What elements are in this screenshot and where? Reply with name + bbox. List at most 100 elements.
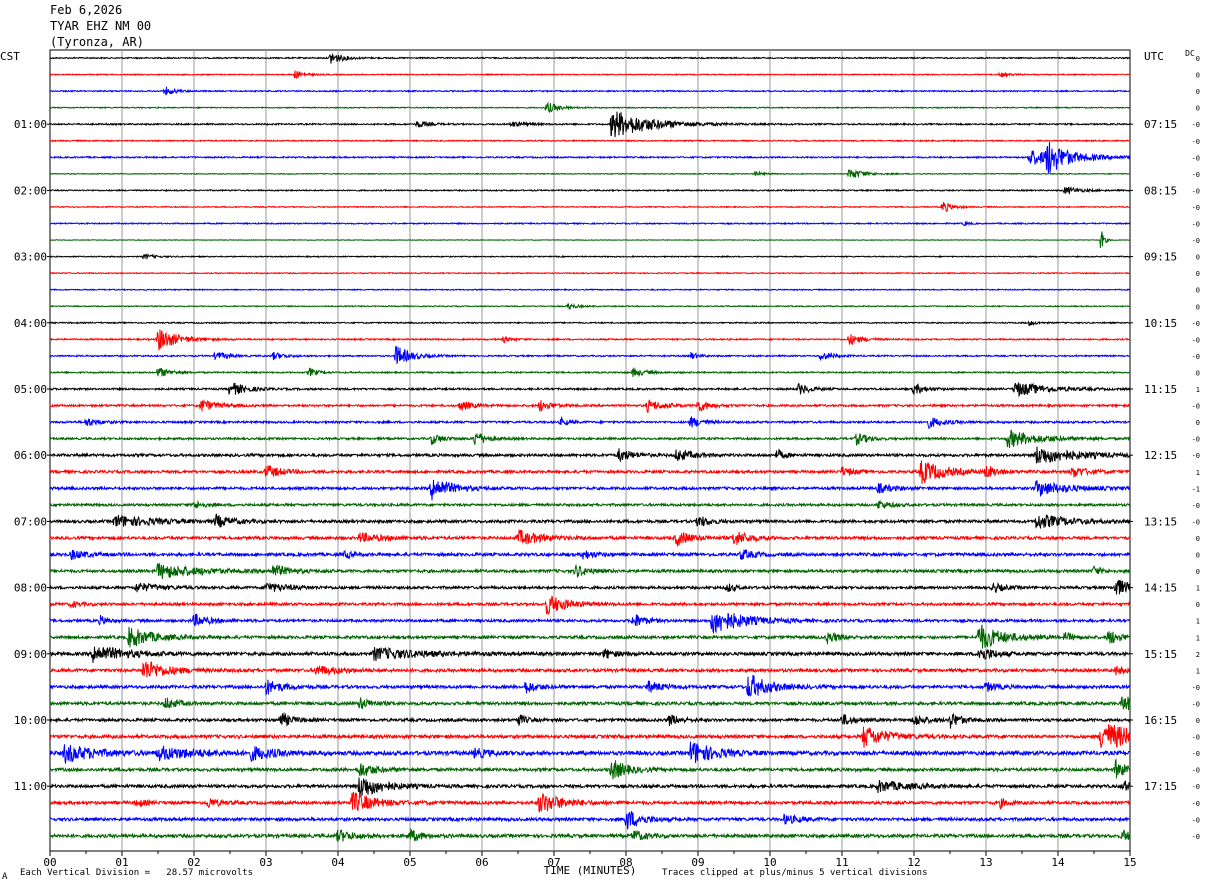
dc-offset-label: 1: [1196, 386, 1200, 394]
x-tick-label: 15: [1123, 856, 1136, 869]
dc-offset-label: -0: [1192, 518, 1200, 526]
left-hour-label: 10:00: [14, 714, 47, 727]
dc-offset-label: 0: [1196, 287, 1200, 295]
x-tick-label: 04: [331, 856, 345, 869]
seismic-trace: [49, 231, 1131, 248]
left-hour-label: 07:00: [14, 515, 47, 528]
left-hour-label: 08:00: [14, 582, 47, 595]
plot-frame: [49, 49, 1131, 852]
dc-offset-label: -0: [1192, 353, 1200, 361]
dc-offset-label: -0: [1192, 436, 1200, 444]
dc-offset-label: -0: [1192, 833, 1200, 841]
dc-offset-label: 0: [1196, 254, 1200, 262]
right-hour-label: 10:15: [1144, 317, 1177, 330]
dc-offset-label: 1: [1196, 469, 1200, 477]
dc-offset-label: -0: [1192, 800, 1200, 808]
dc-offset-label: -0: [1192, 767, 1200, 775]
dc-offset-label: -0: [1192, 237, 1200, 245]
dc-offset-label: -0: [1192, 320, 1200, 328]
dc-header: DC: [1185, 49, 1195, 58]
x-tick-label: 06: [475, 856, 488, 869]
dc-offset-label: -0: [1192, 154, 1200, 162]
left-hour-label: 09:00: [14, 648, 47, 661]
seismic-trace: [49, 562, 1131, 579]
seismic-trace: [49, 827, 1131, 842]
seismic-trace: [49, 660, 1131, 678]
chart-station: TYAR EHZ NM 00: [50, 19, 152, 33]
dc-offset-label: 0: [1196, 601, 1200, 609]
dc-offset-label: 0: [1196, 369, 1200, 377]
dc-offset-label: -0: [1192, 750, 1200, 758]
seismic-trace: [49, 580, 1131, 595]
dc-offset-label: 0: [1196, 72, 1200, 80]
dc-offset-label: 0: [1196, 419, 1200, 427]
dc-offset-label: -0: [1192, 816, 1200, 824]
seismic-trace: [49, 398, 1131, 413]
right-hour-label: 09:15: [1144, 251, 1177, 264]
seismic-trace: [49, 415, 1131, 430]
seismic-trace: [49, 185, 1131, 195]
x-tick-label: 08: [619, 856, 632, 869]
x-tick-label: 10: [763, 856, 776, 869]
dc-offset-label: 0: [1196, 105, 1200, 113]
dc-offset-label: -0: [1192, 783, 1200, 791]
seismic-trace: [49, 367, 1131, 378]
seismic-trace: [49, 138, 1130, 143]
dc-offset-label: 1: [1196, 618, 1200, 626]
dc-offset-label: 0: [1196, 270, 1200, 278]
right-hour-label: 11:15: [1144, 383, 1177, 396]
dc-offset-label: -0: [1192, 403, 1200, 411]
seismic-trace: [49, 345, 1131, 364]
dc-offset-label: -0: [1192, 171, 1200, 179]
left-hour-label: 11:00: [14, 780, 47, 793]
dc-offset-label: 2: [1196, 651, 1200, 659]
seismic-trace: [49, 288, 1131, 292]
seismic-trace: [49, 792, 1131, 813]
seismic-trace: [49, 624, 1131, 649]
dc-offset-label: -1: [1192, 485, 1200, 493]
left-hour-label: 04:00: [14, 317, 47, 330]
seismic-trace: [49, 70, 1131, 79]
dc-offset-label: -0: [1192, 700, 1200, 708]
seismic-trace: [49, 86, 1131, 96]
seismic-trace: [49, 329, 1131, 351]
dc-offset-label: -0: [1192, 336, 1200, 344]
seismic-trace: [49, 429, 1131, 448]
left-hour-label: 02:00: [14, 184, 47, 197]
dc-offset-label: -0: [1192, 734, 1200, 742]
dc-offset-label: -0: [1192, 204, 1200, 212]
x-tick-label: 09: [691, 856, 704, 869]
dc-offset-label: 1: [1196, 634, 1200, 642]
seismic-trace: [49, 724, 1131, 748]
clipping-note: Traces clipped at plus/minus 5 vertical …: [662, 868, 928, 878]
left-hour-label: 01:00: [14, 118, 47, 131]
dc-offset-label: -0: [1192, 121, 1200, 129]
seismic-trace: [49, 479, 1131, 501]
right-hour-label: 08:15: [1144, 184, 1177, 197]
seismic-trace: [49, 646, 1131, 663]
seismic-trace: [49, 499, 1131, 509]
chart-date: Feb 6,2026: [50, 3, 123, 17]
dc-offset-label: 0: [1196, 535, 1200, 543]
x-tick-label: 07: [547, 856, 560, 869]
chart-location: (Tyronza, AR): [50, 35, 144, 49]
seismic-trace: [49, 460, 1131, 484]
seismic-trace: [49, 595, 1131, 615]
x-tick-label: 01: [115, 856, 128, 869]
x-tick-label: 14: [1051, 856, 1065, 869]
seismic-trace: [49, 777, 1131, 797]
x-axis-title: TIME (MINUTES): [544, 864, 637, 877]
seismic-trace: [49, 202, 1131, 212]
seismic-trace: [49, 529, 1131, 547]
left-hour-label: 03:00: [14, 251, 47, 264]
seismic-trace: [49, 549, 1131, 561]
dc-offset-label: 1: [1196, 585, 1200, 593]
seismic-trace: [49, 111, 1131, 138]
seismic-trace: [50, 101, 1131, 113]
seismic-trace: [49, 446, 1131, 464]
seismic-trace: [49, 674, 1131, 697]
right-hour-label: 14:15: [1144, 582, 1177, 595]
x-tick-label: 11: [835, 856, 848, 869]
x-tick-label: 12: [907, 856, 920, 869]
x-tick-label: 05: [403, 856, 416, 869]
